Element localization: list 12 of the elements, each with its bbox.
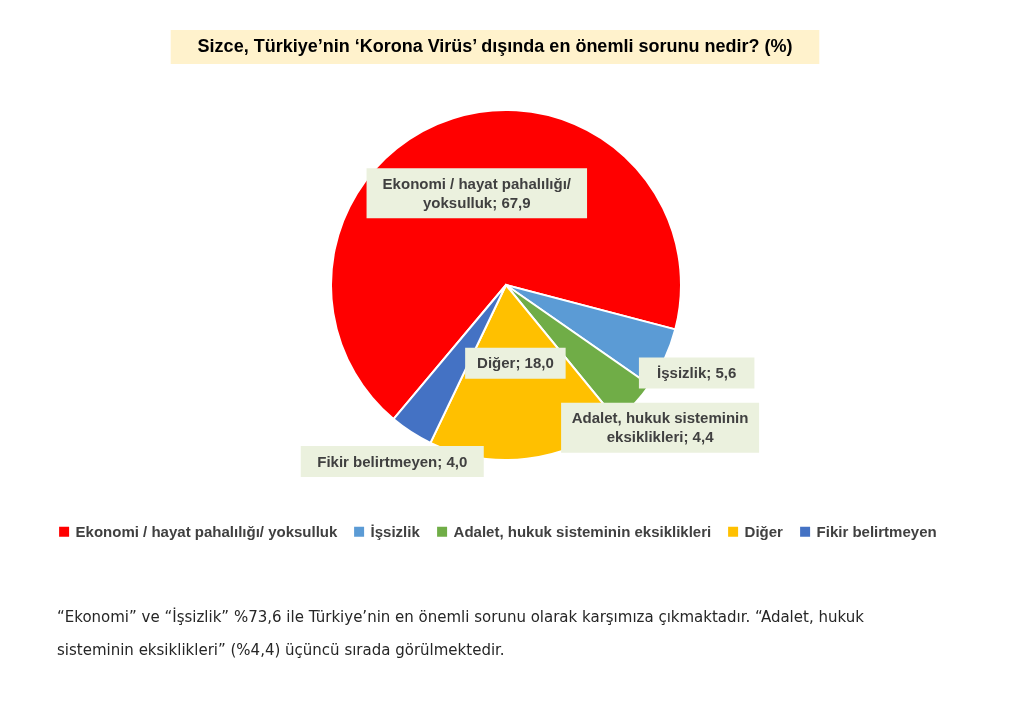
data-label: Adalet, hukuk sisteminin eksiklikleri; 4,4 bbox=[571, 409, 749, 446]
chart-title: Sizce, Türkiye’nin ‘Korona Virüs’ dışında en önemli sorunu nedir? (%) bbox=[197, 36, 793, 56]
legend-label: Ekonomi / hayat pahalılığı/ yoksulluk bbox=[75, 522, 338, 540]
text: “Ekonomi” ve “İşsizlik” %73,6 ile Türkiye’nin en önemli sorunu olarak karşımıza çıkmaktadır. “Adalet, hukuk sisteminin eksiklikleri” (%4,4) üçüncü sırada görülmektedir. bbox=[57, 607, 865, 659]
legend-label: Fikir belirtmeyen bbox=[816, 522, 937, 540]
legend-label: İşsizlik bbox=[370, 522, 421, 540]
legend-label: Diğer bbox=[744, 522, 784, 540]
data-label: Diğer; 18,0 bbox=[477, 354, 554, 372]
data-label: Ekonomi / hayat pahalılığı/ yoksulluk; 67,9 bbox=[382, 174, 572, 211]
legend-label: Adalet, hukuk sisteminin eksiklikleri bbox=[453, 522, 712, 540]
data-label: Fikir belirtmeyen; 4,0 bbox=[317, 452, 468, 470]
data-label: İşsizlik; 5,6 bbox=[657, 364, 737, 381]
